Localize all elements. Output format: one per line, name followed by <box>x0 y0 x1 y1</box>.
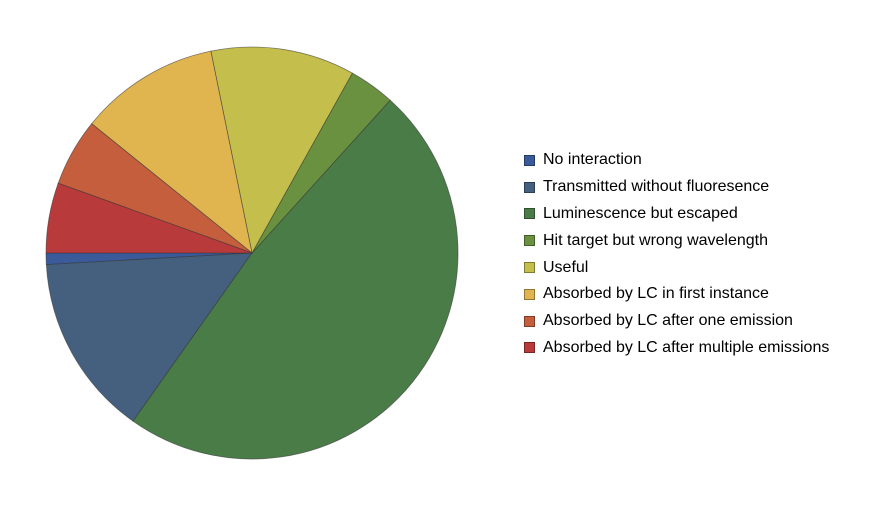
pie-slice-absorbed-by-lc-after-multiple-emissions <box>45 182 253 254</box>
legend-swatch-no-interaction <box>524 154 535 166</box>
legend-label: Transmitted without fluoresence <box>543 178 770 196</box>
legend-item: Transmitted without fluoresence <box>524 174 829 201</box>
legend-swatch-one-emission <box>524 315 535 327</box>
legend-item: Luminescence but escaped <box>524 201 829 228</box>
legend-swatch-luminescence <box>524 208 535 220</box>
legend-item: Absorbed by LC in first instance <box>524 281 829 308</box>
pie-slice-absorbed-by-lc-in-first-instance <box>91 50 253 255</box>
legend-swatch-transmitted <box>524 181 535 193</box>
pie-slice-luminescence-but-escaped <box>132 99 459 460</box>
legend-label: Absorbed by LC after multiple emissions <box>543 338 830 356</box>
pie-slice-transmitted-without-fluoresence <box>45 252 253 422</box>
legend-swatch-first-instance <box>524 288 535 300</box>
legend-label: No interaction <box>543 151 642 169</box>
legend-item: Absorbed by LC after one emission <box>524 308 829 335</box>
legend-item: No interaction <box>524 147 829 174</box>
pie-slice-useful <box>210 46 353 255</box>
legend-swatch-wrong-wavelength <box>524 235 535 247</box>
legend-label: Absorbed by LC after one emission <box>543 312 793 330</box>
legend-item: Absorbed by LC after multiple emissions <box>524 335 829 362</box>
legend-label: Absorbed by LC in first instance <box>543 285 769 303</box>
legend-label: Luminescence but escaped <box>543 204 738 222</box>
pie-slices <box>45 46 459 460</box>
legend-label: Hit target but wrong wavelength <box>543 231 769 249</box>
legend-label: Useful <box>543 258 589 276</box>
legend-item: Useful <box>524 254 829 281</box>
legend-swatch-multiple-emissions <box>524 342 535 354</box>
legend-swatch-useful <box>524 262 535 274</box>
legend-item: Hit target but wrong wavelength <box>524 227 829 254</box>
legend: No interaction Transmitted without fluor… <box>524 147 829 361</box>
